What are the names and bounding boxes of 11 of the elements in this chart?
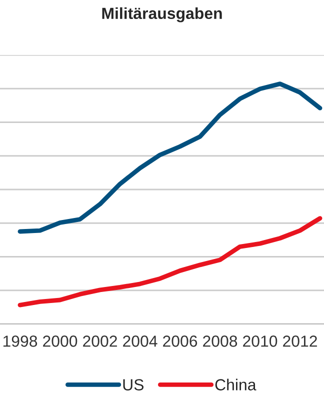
x-tick-label: 2010 [243,336,278,347]
x-tick-label: 1998 [3,336,38,347]
x-tick-label: 2002 [83,336,117,347]
x-tick-label: 2008 [203,336,238,347]
x-tick-label: 2012 [283,336,317,347]
x-tick-label: 2006 [163,336,198,347]
legend-label: US [123,379,144,390]
chart-title: Militärausgaben [102,7,222,22]
x-tick-label: 2004 [123,336,158,347]
legend-label: China [215,378,256,390]
x-tick-label: 2000 [43,336,78,347]
